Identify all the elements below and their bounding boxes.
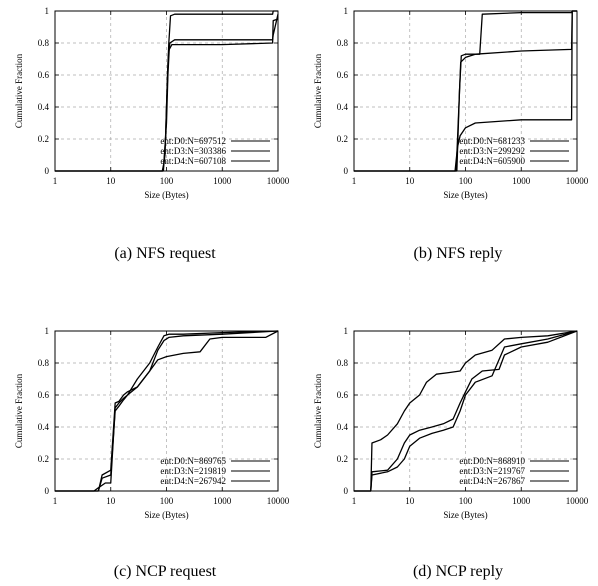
caption-ncp-reply: (d) NCP reply [412, 563, 504, 580]
chart-0-legend-label-2: ent:D4:N=607108 [160, 156, 226, 166]
chart-2-ytick-label-1: 0.2 [38, 454, 49, 464]
chart-3-ytick-label-3: 0.6 [337, 390, 349, 400]
chart-2-ytick-label-0: 0 [45, 486, 50, 496]
chart-3-ylabel: Cumulative Fraction [313, 373, 323, 448]
chart-1-legend-label-0: ent:D0:N=681233 [459, 136, 525, 146]
chart-1-ytick-label-2: 0.4 [337, 102, 349, 112]
chart-1-series-2 [354, 10, 577, 172]
chart-3-ytick-label-2: 0.4 [337, 422, 349, 432]
chart-2-ytick-label-4: 0.8 [38, 358, 50, 368]
chart-1-ytick-label-1: 0.2 [337, 134, 348, 144]
chart-0-ytick-label-4: 0.8 [38, 38, 50, 48]
chart-1-ytick-label-4: 0.8 [337, 38, 349, 48]
caption-ncp-request: (c) NCP request [113, 563, 217, 580]
chart-3-ytick-label-5: 1 [344, 326, 349, 336]
chart-0-ytick-label-2: 0.4 [38, 102, 50, 112]
chart-1-ytick-label-5: 1 [344, 6, 349, 16]
chart-3-legend-label-0: ent:D0:N=868910 [459, 456, 525, 466]
chart-3-grid [354, 331, 577, 491]
chart-ncp-reply: ent:D0:N=868910ent:D3:N=219767ent:D4:N=2… [313, 326, 589, 520]
chart-2-legend-label-0: ent:D0:N=869765 [160, 456, 226, 466]
chart-3-legend-label-2: ent:D4:N=267867 [459, 476, 525, 486]
chart-3-ytick-label-1: 0.2 [337, 454, 348, 464]
chart-0-ytick-label-3: 0.6 [38, 70, 50, 80]
chart-2-xtick-label-0: 1 [53, 496, 58, 506]
chart-2-legend: ent:D0:N=869765ent:D3:N=219819ent:D4:N=2… [160, 456, 270, 486]
chart-3-series-0 [354, 330, 578, 492]
chart-0-xtick-label-3: 1000 [213, 176, 232, 186]
chart-2-xtick-label-3: 1000 [213, 496, 232, 506]
chart-1-legend-label-1: ent:D3:N=299292 [459, 146, 525, 156]
chart-3-ytick-label-4: 0.8 [337, 358, 349, 368]
chart-2-series-2 [55, 330, 279, 492]
chart-2-ytick-label-2: 0.4 [38, 422, 50, 432]
chart-ncp-request: ent:D0:N=869765ent:D3:N=219819ent:D4:N=2… [14, 326, 290, 520]
chart-1-xlabel: Size (Bytes) [443, 190, 487, 200]
chart-2-xlabel: Size (Bytes) [144, 510, 188, 520]
chart-1-ytick-label-3: 0.6 [337, 70, 349, 80]
chart-2-xtick-label-1: 10 [106, 496, 116, 506]
chart-3-xtick-label-1: 10 [405, 496, 415, 506]
chart-3-legend-label-1: ent:D3:N=219767 [459, 466, 525, 476]
chart-0-legend-label-0: ent:D0:N=697512 [160, 136, 226, 146]
chart-1-ylabel: Cumulative Fraction [313, 53, 323, 128]
chart-3-xtick-label-4: 10000 [566, 496, 589, 506]
chart-0-ytick-label-1: 0.2 [38, 134, 49, 144]
chart-nfs-request: ent:D0:N=697512ent:D3:N=303386ent:D4:N=6… [14, 6, 290, 200]
chart-1-xtick-label-0: 1 [352, 176, 357, 186]
chart-0-grid [55, 11, 278, 171]
chart-3-xtick-label-3: 1000 [512, 496, 531, 506]
chart-1-xtick-label-4: 10000 [566, 176, 589, 186]
chart-0-xlabel: Size (Bytes) [144, 190, 188, 200]
chart-0-xtick-label-1: 10 [106, 176, 116, 186]
chart-3-xtick-label-0: 1 [352, 496, 357, 506]
chart-1-xtick-label-2: 100 [459, 176, 473, 186]
chart-3-ytick-label-0: 0 [344, 486, 349, 496]
chart-0-ylabel: Cumulative Fraction [14, 53, 24, 128]
chart-1-legend-label-2: ent:D4:N=605900 [459, 156, 525, 166]
chart-3-series-2 [354, 330, 578, 492]
chart-0-legend: ent:D0:N=697512ent:D3:N=303386ent:D4:N=6… [160, 136, 270, 166]
chart-nfs-reply: ent:D0:N=681233ent:D3:N=299292ent:D4:N=6… [313, 6, 589, 200]
chart-3-xlabel: Size (Bytes) [443, 510, 487, 520]
chart-1-xtick-label-1: 10 [405, 176, 415, 186]
chart-0-ytick-label-5: 1 [45, 6, 50, 16]
caption-nfs-request: (a) NFS request [114, 245, 216, 262]
caption-nfs-reply: (b) NFS reply [413, 245, 503, 262]
chart-2-xtick-label-2: 100 [160, 496, 174, 506]
chart-2-xtick-label-4: 10000 [267, 496, 290, 506]
chart-3-xtick-label-2: 100 [459, 496, 473, 506]
chart-2-ytick-label-5: 1 [45, 326, 50, 336]
chart-2-series-1 [55, 330, 279, 492]
chart-2-legend-label-2: ent:D4:N=267942 [160, 476, 226, 486]
chart-0-xtick-label-0: 1 [53, 176, 58, 186]
chart-0-series-2 [55, 14, 279, 172]
chart-1-xtick-label-3: 1000 [512, 176, 531, 186]
chart-1-grid [354, 11, 577, 171]
chart-1-ytick-label-0: 0 [344, 166, 349, 176]
chart-0-ytick-label-0: 0 [45, 166, 50, 176]
chart-0-legend-label-1: ent:D3:N=303386 [160, 146, 226, 156]
chart-2-ytick-label-3: 0.6 [38, 390, 50, 400]
chart-3-legend: ent:D0:N=868910ent:D3:N=219767ent:D4:N=2… [459, 456, 569, 486]
chart-0-xtick-label-4: 10000 [267, 176, 290, 186]
chart-0-xtick-label-2: 100 [160, 176, 174, 186]
chart-3-series-1 [354, 330, 578, 492]
chart-2-legend-label-1: ent:D3:N=219819 [160, 466, 226, 476]
chart-1-legend: ent:D0:N=681233ent:D3:N=299292ent:D4:N=6… [459, 136, 569, 166]
chart-2-ylabel: Cumulative Fraction [14, 373, 24, 448]
